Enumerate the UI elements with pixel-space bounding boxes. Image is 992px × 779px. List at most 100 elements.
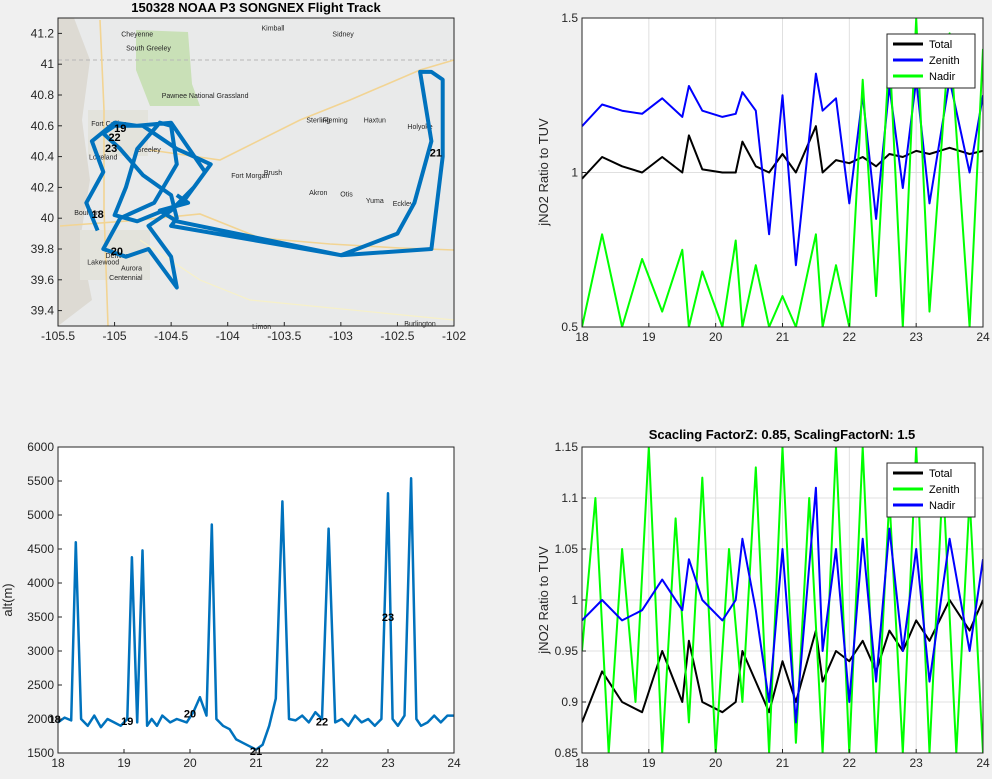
altitude-y-tick-label: 2500 (27, 678, 54, 692)
ratio-bottom-y-tick-label: 0.95 (555, 644, 579, 658)
altitude-y-tick-label: 3000 (27, 644, 54, 658)
ratio-bottom-y-axis-ticks: 1.15 1.1 1.05 1 0.95 0.9 0.85 (555, 440, 586, 760)
ratio-top-x-tick-label: 24 (976, 330, 990, 344)
altitude-hour-marker-19: 19 (121, 716, 133, 728)
map-place-label: Aurora (121, 266, 142, 273)
map-axes-box (57, 17, 455, 327)
altitude-x-tick-label: 18 (51, 756, 65, 770)
ratio-bottom-panel: Scacling FactorZ: 0.85, ScalingFactorN: … (536, 427, 990, 770)
map-place-label: Fort Collins (91, 121, 127, 128)
ratio-bottom-y-tick-label: 1.05 (555, 542, 579, 556)
altitude-y-tick-label: 6000 (27, 440, 54, 454)
altitude-x-tick-label: 19 (117, 756, 131, 770)
ratio-top-legend-label-zenith: Zenith (929, 55, 960, 67)
map-hour-marker-23: 23 (105, 143, 117, 155)
ratio-bottom-title: Scacling FactorZ: 0.85, ScalingFactorN: … (649, 427, 916, 442)
map-hour-marker-20: 20 (111, 246, 123, 258)
ratio-bottom-y-tick-label: 0.85 (555, 746, 579, 760)
altitude-y-tick-label: 5500 (27, 474, 54, 488)
map-x-tick-label: -105.5 (41, 329, 75, 343)
altitude-y-tick-label: 2000 (27, 712, 54, 726)
ratio-top-x-tick-label: 22 (843, 330, 857, 344)
altitude-axes-background (58, 447, 454, 753)
map-place-label: Burlington (404, 321, 436, 328)
map-x-tick-label: -103.5 (267, 329, 301, 343)
altitude-x-axis-ticks: 18 19 20 21 22 23 24 (51, 749, 461, 770)
ratio-bottom-legend-label-total: Total (929, 468, 952, 480)
map-title: 150328 NOAA P3 SONGNEX Flight Track (131, 0, 381, 15)
ratio-bottom-x-tick-label: 20 (709, 756, 723, 770)
ratio-bottom-y-tick-label: 1 (571, 593, 578, 607)
ratio-bottom-x-tick-label: 19 (642, 756, 656, 770)
ratio-top-x-tick-label: 18 (575, 330, 589, 344)
altitude-y-label: alt(m) (0, 583, 15, 616)
map-x-tick-label: -102.5 (380, 329, 414, 343)
ratio-bottom-legend-label-zenith: Zenith (929, 484, 960, 496)
ratio-top-x-tick-label: 20 (709, 330, 723, 344)
map-hour-marker-19: 19 (114, 123, 126, 135)
altitude-hour-marker-20: 20 (184, 709, 196, 721)
altitude-series (57, 477, 454, 751)
map-place-label: Loveland (89, 155, 118, 162)
map-hour-marker-21: 21 (430, 148, 442, 160)
map-place-label: Haxtun (364, 118, 386, 125)
ratio-top-x-axis-ticks: 18 19 20 21 22 23 24 (575, 323, 990, 344)
map-y-tick-label: 41.2 (31, 26, 55, 40)
ratio-top-x-tick-label: 19 (642, 330, 656, 344)
map-place-label: Limon (252, 324, 271, 331)
altitude-y-tick-label: 4500 (27, 542, 54, 556)
map-y-tick-label: 40.6 (31, 119, 55, 133)
ratio-bottom-x-axis-ticks: 18 19 20 21 22 23 24 (575, 749, 990, 770)
map-x-tick-label: -105 (103, 329, 127, 343)
map-place-label: Sterling (306, 118, 330, 125)
ratio-bottom-series-nadir (582, 486, 983, 724)
map-x-tick-label: -103 (329, 329, 353, 343)
map-place-label: Fleming (323, 118, 348, 125)
ratio-top-series-zenith (582, 72, 983, 267)
map-place-label: Sidney (332, 31, 354, 38)
altitude-x-tick-label: 22 (315, 756, 329, 770)
altitude-hour-marker-23: 23 (382, 612, 394, 624)
ratio-bottom-x-tick-label: 24 (976, 756, 990, 770)
map-place-label: Holyoke (407, 124, 432, 131)
altitude-y-tick-label: 5000 (27, 508, 54, 522)
ratio-top-x-tick-label: 23 (909, 330, 923, 344)
map-place-label: Centennial (109, 275, 143, 282)
ratio-bottom-legend-label-nadir: Nadir (929, 500, 956, 512)
map-place-label: Cheyenne (121, 31, 153, 38)
altitude-x-tick-label: 21 (249, 756, 263, 770)
flight-track-line (84, 69, 445, 290)
map-y-tick-label: 40.4 (31, 150, 55, 164)
ratio-top-y-label: jNO2 Ratio to TUV (536, 118, 551, 227)
map-panel: 150328 NOAA P3 SONGNEX Flight Track Chey… (31, 0, 467, 343)
map-y-tick-label: 39.6 (31, 273, 55, 287)
map-y-axis-ticks: 41.2 41 40.8 40.6 40.4 40.2 40 39.8 39.6 39.4 (31, 26, 62, 318)
ratio-bottom-y-tick-label: 0.9 (561, 695, 578, 709)
ratio-bottom-x-tick-label: 21 (776, 756, 790, 770)
map-y-tick-label: 39.8 (31, 242, 55, 256)
altitude-x-tick-label: 23 (381, 756, 395, 770)
map-place-labels: Cheyenne South Greeley Fort Collins Lovelan… (74, 25, 436, 331)
ratio-top-legend: Total Zenith Nadir (886, 33, 976, 89)
map-x-tick-label: -104 (216, 329, 240, 343)
ratio-bottom-y-label: jNO2 Ratio to TUV (536, 546, 551, 655)
map-place-label: Otis (340, 192, 353, 199)
ratio-top-y-axis-ticks: 1.5 1 0.5 (561, 11, 586, 334)
flight-track-series (84, 69, 445, 290)
ratio-bottom-x-tick-label: 23 (909, 756, 923, 770)
ratio-top-y-tick-label: 1 (571, 166, 578, 180)
map-hour-marker-18: 18 (91, 209, 103, 221)
map-y-tick-label: 39.4 (31, 304, 55, 318)
map-place-label: Lakewood (87, 259, 119, 266)
map-y-tick-label: 40.2 (31, 180, 55, 194)
ratio-top-legend-label-nadir: Nadir (929, 71, 956, 83)
ratio-bottom-y-tick-label: 1.15 (555, 440, 579, 454)
altitude-y-tick-label: 3500 (27, 610, 54, 624)
ratio-bottom-x-tick-label: 18 (575, 756, 589, 770)
map-x-axis-ticks: -105.5 -105 -104.5 -104 -103.5 -103 -102.5 -102 (41, 322, 466, 343)
ratio-top-legend-label-total: Total (929, 39, 952, 51)
altitude-y-axis-ticks: 6000 5500 5000 4500 4000 3500 3000 2500 2000 1500 (27, 440, 62, 760)
map-place-label: Akron (309, 190, 327, 197)
map-place-label: Fort Morgan (231, 173, 269, 180)
altitude-x-tick-label: 24 (447, 756, 461, 770)
